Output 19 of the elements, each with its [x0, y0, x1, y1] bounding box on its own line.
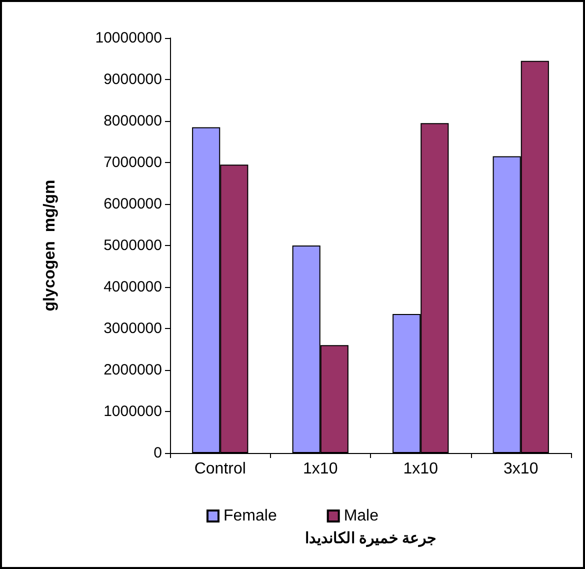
y-tick-label: 2000000 — [104, 362, 162, 378]
y-tick-label: 9000000 — [104, 71, 162, 88]
legend-label: Male — [344, 508, 379, 524]
x-tick-label: 1x10 — [403, 460, 438, 478]
x-axis-title: جرعة خميرة الكانديدا — [304, 530, 436, 547]
y-tick-label: 3000000 — [104, 320, 162, 337]
y-tick-label: 0 — [154, 444, 162, 462]
legend-label: Female — [223, 508, 277, 524]
x-tick-label: Control — [194, 460, 246, 478]
y-tick-label: 8000000 — [104, 112, 162, 130]
y-axis-title: glycogen mg/gm — [42, 180, 58, 312]
y-tick-label: 5000000 — [104, 237, 162, 254]
y-tick-label: 6000000 — [104, 196, 162, 212]
y-tick-label: 10000000 — [95, 30, 162, 46]
x-tick-label: 3x10 — [504, 460, 538, 478]
y-tick-label: 1000000 — [104, 403, 162, 420]
y-tick-label: 4000000 — [104, 278, 162, 296]
x-tick-label: 1x10 — [303, 460, 338, 478]
y-tick-label: 7000000 — [104, 154, 162, 171]
